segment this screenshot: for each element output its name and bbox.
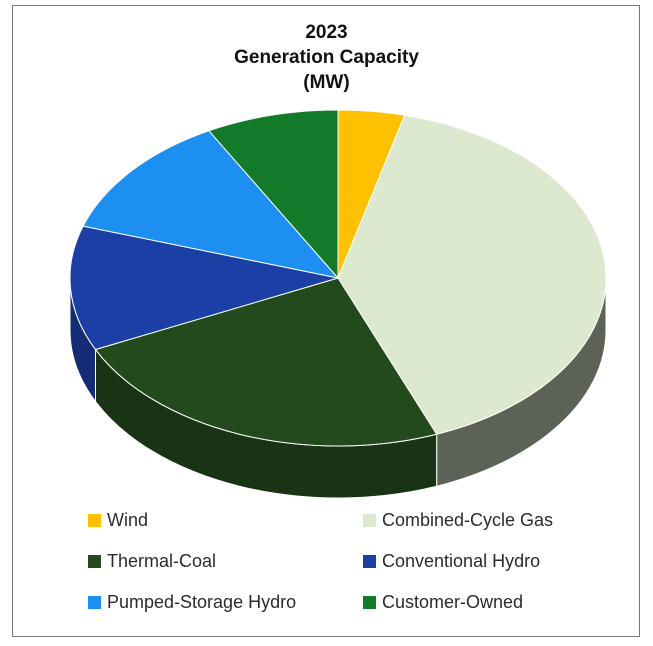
legend-item-combined-cycle-gas: Combined-Cycle Gas (363, 508, 608, 532)
legend-swatch-thermal-coal (88, 554, 101, 568)
legend-item-pumped-storage-hydro: Pumped-Storage Hydro (88, 590, 363, 614)
pie-slice-pumped-storage-hydro (82, 130, 340, 279)
legend-swatch-customer-owned (363, 595, 376, 609)
pie-top-faces (69, 109, 607, 447)
legend-label-conventional-hydro: Conventional Hydro (382, 550, 541, 571)
chart-legend: Wind Combined-Cycle Gas Thermal-Coal Con… (88, 508, 608, 614)
legend-swatch-wind (88, 513, 101, 527)
legend-swatch-conventional-hydro (363, 554, 376, 568)
legend-item-conventional-hydro: Conventional Hydro (363, 549, 608, 573)
legend-swatch-pumped-storage-hydro (88, 595, 101, 609)
legend-item-customer-owned: Customer-Owned (363, 590, 608, 614)
pie-slice-conventional-hydro (69, 225, 339, 351)
chart-title-line-3: (MW) (303, 72, 350, 93)
legend-label-thermal-coal: Thermal-Coal (107, 550, 217, 571)
legend-item-wind: Wind (88, 508, 363, 532)
legend-label-pumped-storage-hydro: Pumped-Storage Hydro (107, 591, 297, 612)
legend-swatch-combined-cycle-gas (363, 513, 376, 527)
legend-item-thermal-coal: Thermal-Coal (88, 549, 363, 573)
pie-slice-thermal-coal (94, 277, 438, 447)
legend-label-combined-cycle-gas: Combined-Cycle Gas (382, 509, 554, 530)
chart-title: 2023 Generation Capacity (MW) (0, 20, 653, 95)
chart-title-line-2: Generation Capacity (234, 47, 419, 68)
pie-slice-combined-cycle-gas (337, 114, 607, 435)
chart-title-line-1: 2023 (305, 22, 348, 43)
legend-label-customer-owned: Customer-Owned (382, 591, 524, 612)
pie-slice-customer-owned (208, 109, 339, 280)
legend-label-wind: Wind (107, 509, 149, 530)
